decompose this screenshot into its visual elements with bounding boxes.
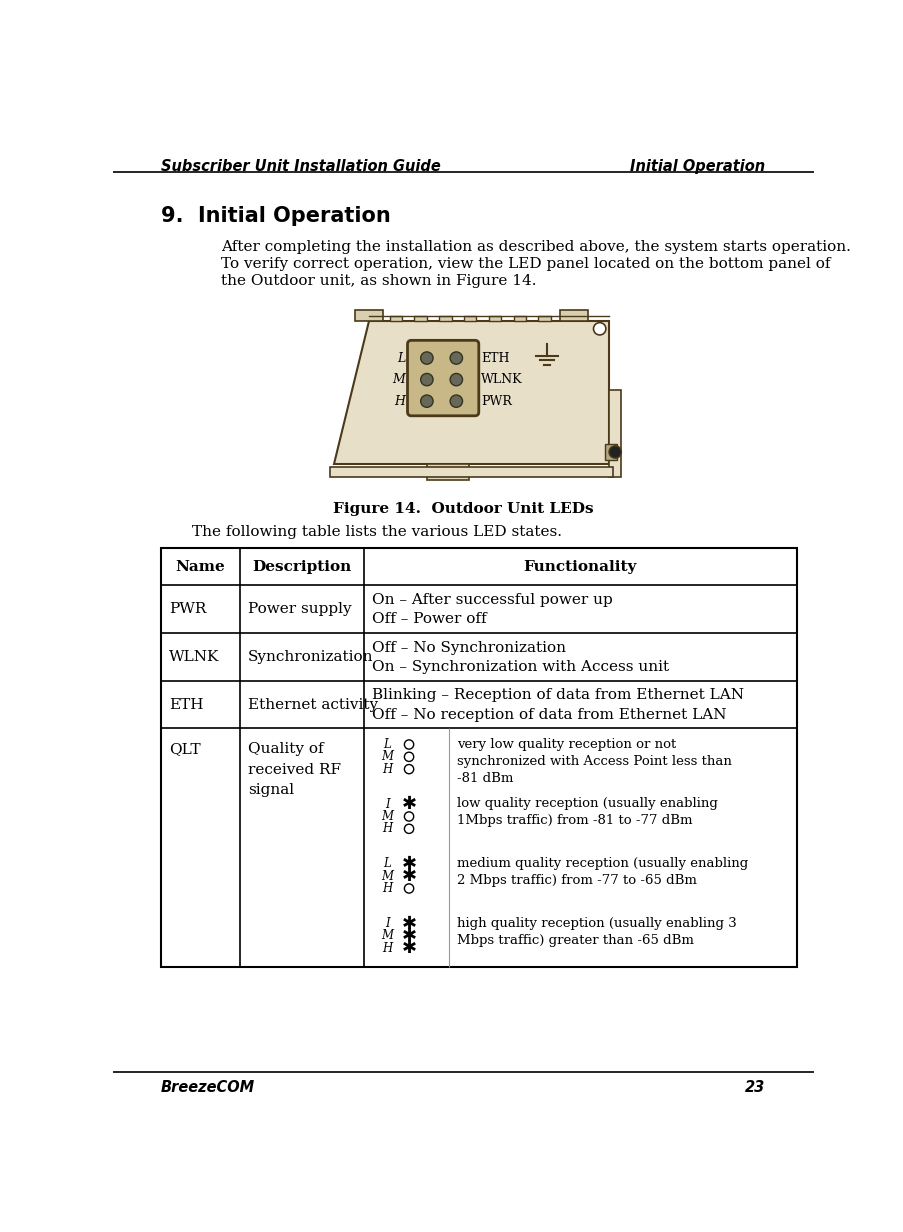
- Circle shape: [450, 395, 462, 408]
- Text: H: H: [394, 394, 405, 408]
- Text: L: L: [383, 738, 391, 752]
- Text: After completing the installation as described above, the system starts operatio: After completing the installation as des…: [221, 240, 851, 254]
- Circle shape: [404, 812, 414, 821]
- Text: ✱: ✱: [401, 855, 416, 872]
- Text: the Outdoor unit, as shown in Figure 14.: the Outdoor unit, as shown in Figure 14.: [221, 274, 536, 288]
- Text: Synchronization: Synchronization: [247, 649, 373, 664]
- Text: L: L: [383, 857, 391, 870]
- Text: high quality reception (usually enabling 3
Mbps traffic) greater than -65 dBm: high quality reception (usually enabling…: [457, 917, 736, 946]
- Text: ✱: ✱: [401, 867, 416, 885]
- Circle shape: [404, 765, 414, 774]
- Text: low quality reception (usually enabling
1Mbps traffic) from -81 to -77 dBm: low quality reception (usually enabling …: [457, 797, 717, 828]
- Text: M: M: [381, 750, 393, 764]
- Polygon shape: [389, 315, 402, 322]
- Polygon shape: [463, 315, 476, 322]
- Text: On – After successful power up
Off – Power off: On – After successful power up Off – Pow…: [371, 593, 612, 626]
- Text: H: H: [382, 822, 392, 835]
- Text: Power supply: Power supply: [247, 602, 351, 616]
- Circle shape: [404, 740, 414, 749]
- Text: WLNK: WLNK: [169, 649, 219, 664]
- Text: M: M: [381, 929, 393, 942]
- Text: To verify correct operation, view the LED panel located on the bottom panel of: To verify correct operation, view the LE…: [221, 257, 830, 271]
- Text: 23: 23: [744, 1079, 765, 1094]
- Text: ✱: ✱: [401, 795, 416, 813]
- Text: Initial Operation: Initial Operation: [629, 159, 765, 175]
- Text: medium quality reception (usually enabling
2 Mbps traffic) from -77 to -65 dBm: medium quality reception (usually enabli…: [457, 857, 748, 887]
- Circle shape: [404, 824, 414, 833]
- Circle shape: [450, 373, 462, 386]
- Circle shape: [609, 446, 620, 458]
- Circle shape: [420, 352, 433, 365]
- Text: PWR: PWR: [169, 602, 206, 616]
- Bar: [161, 548, 796, 967]
- Text: Off – No Synchronization
On – Synchronization with Access unit: Off – No Synchronization On – Synchroniz…: [371, 641, 668, 674]
- Text: ✱: ✱: [401, 939, 416, 957]
- Circle shape: [420, 373, 433, 386]
- Polygon shape: [513, 315, 526, 322]
- Polygon shape: [560, 309, 588, 322]
- Text: L: L: [396, 351, 405, 365]
- Text: M: M: [381, 870, 393, 882]
- Text: ETH: ETH: [480, 351, 509, 365]
- Polygon shape: [426, 463, 469, 480]
- Text: I: I: [385, 917, 389, 930]
- Polygon shape: [333, 322, 609, 463]
- Text: 9.  Initial Operation: 9. Initial Operation: [161, 206, 390, 225]
- Text: PWR: PWR: [480, 394, 511, 408]
- Circle shape: [593, 323, 605, 335]
- Polygon shape: [354, 309, 382, 322]
- Polygon shape: [330, 467, 612, 477]
- Polygon shape: [604, 445, 616, 460]
- Text: ✱: ✱: [401, 914, 416, 933]
- Text: I: I: [385, 797, 389, 811]
- Text: Ethernet activity: Ethernet activity: [247, 697, 377, 712]
- Polygon shape: [489, 315, 501, 322]
- Circle shape: [450, 352, 462, 365]
- Circle shape: [420, 395, 433, 408]
- Text: M: M: [381, 809, 393, 823]
- Text: H: H: [382, 763, 392, 776]
- Text: H: H: [382, 882, 392, 894]
- Text: Quality of
received RF
signal: Quality of received RF signal: [247, 742, 340, 797]
- Polygon shape: [414, 315, 426, 322]
- Text: ✱: ✱: [401, 926, 416, 945]
- Polygon shape: [538, 315, 550, 322]
- Text: Figure 14.  Outdoor Unit LEDs: Figure 14. Outdoor Unit LEDs: [332, 503, 593, 516]
- Text: ETH: ETH: [169, 697, 203, 712]
- Text: Blinking – Reception of data from Ethernet LAN
Off – No reception of data from E: Blinking – Reception of data from Ethern…: [371, 689, 743, 722]
- Text: very low quality reception or not
synchronized with Access Point less than
-81 d: very low quality reception or not synchr…: [457, 738, 731, 785]
- Polygon shape: [609, 391, 620, 477]
- Text: H: H: [382, 941, 392, 955]
- Polygon shape: [439, 315, 452, 322]
- Text: BreezeCOM: BreezeCOM: [161, 1079, 255, 1094]
- Circle shape: [404, 883, 414, 893]
- Text: M: M: [392, 373, 405, 386]
- Text: QLT: QLT: [169, 742, 200, 756]
- Text: WLNK: WLNK: [480, 373, 522, 386]
- Text: Description: Description: [252, 559, 351, 574]
- FancyBboxPatch shape: [407, 340, 479, 415]
- Text: Name: Name: [175, 559, 225, 574]
- Circle shape: [404, 753, 414, 761]
- Text: Subscriber Unit Installation Guide: Subscriber Unit Installation Guide: [161, 159, 441, 175]
- Text: Functionality: Functionality: [523, 559, 637, 574]
- Text: The following table lists the various LED states.: The following table lists the various LE…: [191, 525, 562, 540]
